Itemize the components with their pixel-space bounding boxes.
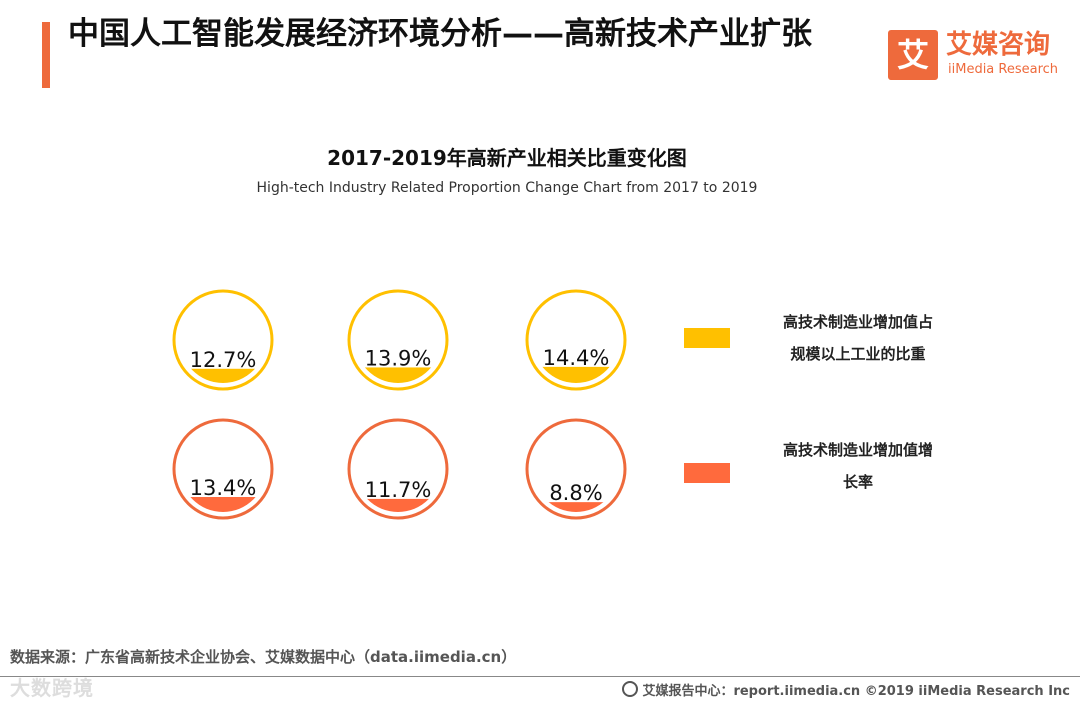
gauge-growth-2018: 11.7% xyxy=(347,418,449,520)
globe-icon xyxy=(622,681,639,697)
gauge-value-label: 8.8% xyxy=(549,481,602,505)
gauge-value-label: 13.4% xyxy=(190,476,257,500)
gauge-ring xyxy=(525,289,627,391)
gauge-value-label: 13.9% xyxy=(365,346,432,370)
gauge-fill xyxy=(533,502,619,512)
gauge-value-label: 12.7% xyxy=(190,348,257,372)
gauge-share-2018: 13.9% xyxy=(347,289,449,391)
gauge-value-label: 11.7% xyxy=(365,478,432,502)
title-accent-bar xyxy=(42,22,50,88)
logo-en-text: iiMedia Research xyxy=(948,62,1059,77)
gauge-ring xyxy=(347,418,449,520)
gauge-ring xyxy=(172,418,274,520)
logo-icon: 艾 xyxy=(888,30,938,80)
gauge-value-label: 14.4% xyxy=(543,346,610,370)
legend-label-growth: 高技术制造业增加值增 长率 xyxy=(758,434,958,498)
gauge-ring xyxy=(172,289,274,391)
data-source: 数据来源：广东省高新技术企业协会、艾媒数据中心（data.iimedia.cn） xyxy=(10,648,517,666)
gauge-ring xyxy=(347,289,449,391)
gauge-share-2017: 12.7% xyxy=(172,289,274,391)
footer-label: 艾媒报告中心：report.iimedia.cn ©2019 iiMedia R… xyxy=(642,684,1070,699)
logo-cn-text: 艾媒咨询 xyxy=(946,30,1051,60)
chart-subtitle: High-tech Industry Related Proportion Ch… xyxy=(256,180,758,196)
gauge-growth-2019: 8.8% xyxy=(525,418,627,520)
legend-label-share-line1: 高技术制造业增加值占 xyxy=(782,313,933,331)
gauge-share-2019: 14.4% xyxy=(525,289,627,391)
legend-label-share-line2: 规模以上工业的比重 xyxy=(790,345,926,363)
gauge-ring xyxy=(525,418,627,520)
legend-label-growth-line2: 长率 xyxy=(842,473,873,491)
gauge-growth-2017: 13.4% xyxy=(172,418,274,520)
footer-divider xyxy=(0,676,1080,677)
page-title: 中国人工智能发展经济环境分析——高新技术产业扩张 xyxy=(68,16,812,52)
iimedia-logo: 艾 艾媒咨询 iiMedia Research xyxy=(888,30,1068,82)
footer-text: 艾媒报告中心：report.iimedia.cn ©2019 iiMedia R… xyxy=(622,680,1070,699)
watermark: 大数跨境 xyxy=(10,676,94,700)
legend-label-growth-line1: 高技术制造业增加值增 xyxy=(782,441,933,459)
legend-swatch-growth xyxy=(684,463,730,483)
gauge-chart: 12.7% 13.9% 14.4% 13.4% 11.7% 8.8% xyxy=(172,289,627,520)
chart-title: 2017-2019年高新产业相关比重变化图 xyxy=(327,146,687,170)
legend-label-share: 高技术制造业增加值占 规模以上工业的比重 xyxy=(758,306,958,370)
legend-swatch-share xyxy=(684,328,730,348)
